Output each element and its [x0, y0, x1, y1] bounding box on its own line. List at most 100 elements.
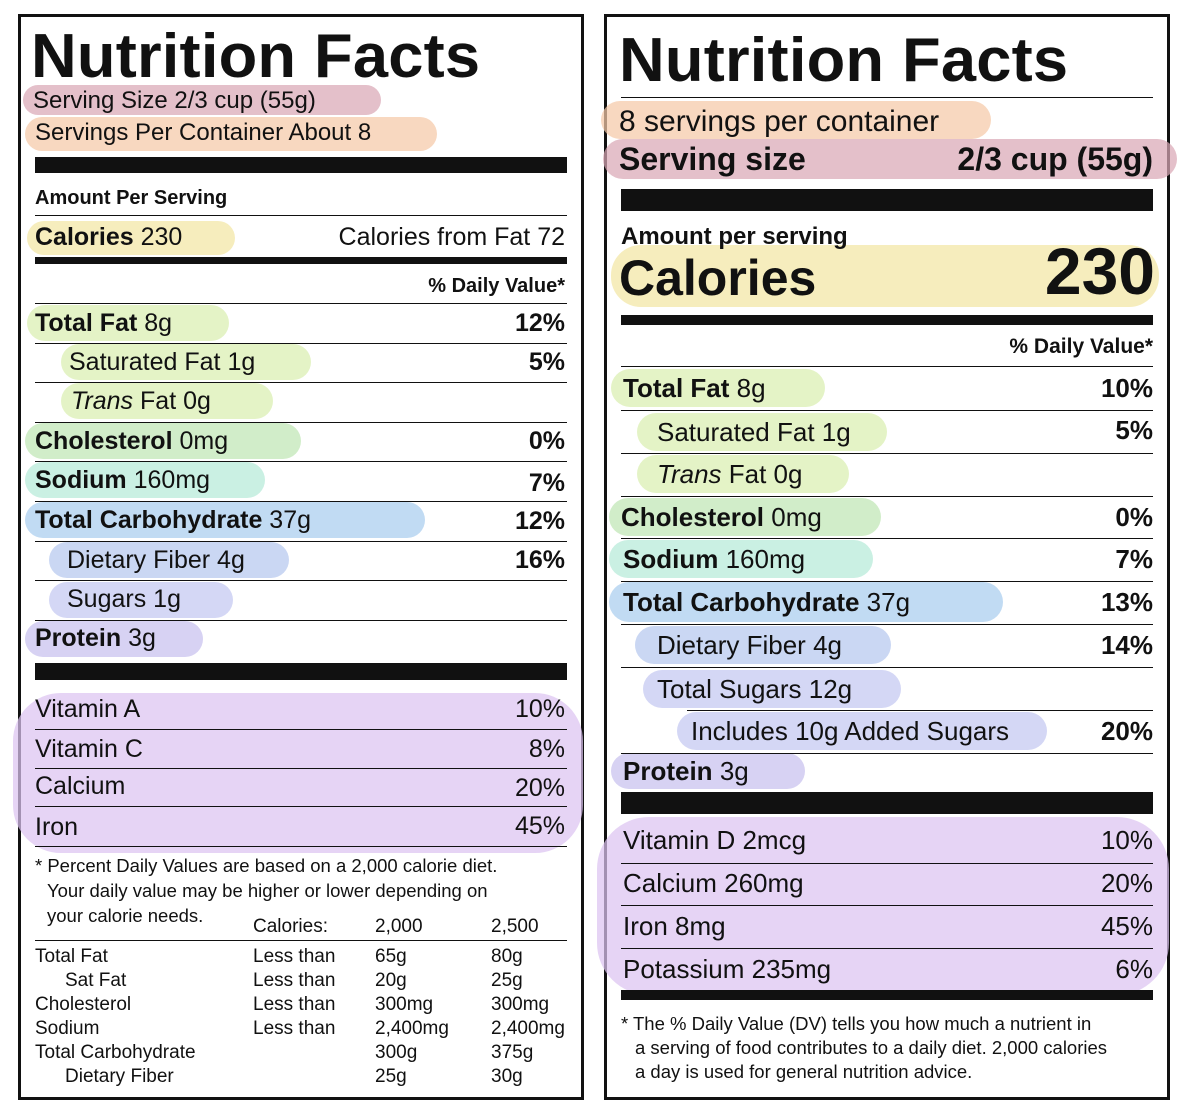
- footnote-table-cell: Less than: [253, 970, 336, 991]
- thin-rule: [621, 581, 1153, 582]
- footnote-table-cell: 30g: [491, 1066, 523, 1087]
- thin-rule: [35, 343, 567, 344]
- nutrient-row-sodium: Sodium 160mg: [623, 544, 806, 574]
- highlight-vitamins: [13, 693, 583, 853]
- dv-total-fat: 12%: [514, 309, 565, 337]
- amount-per-serving: Amount Per Serving: [35, 187, 228, 209]
- label-title: Nutrition Facts: [31, 22, 481, 91]
- thin-rule: [35, 461, 567, 462]
- highlight-dietary-fiber: [635, 626, 891, 664]
- thin-rule: [621, 905, 1153, 906]
- vitamin-row-iron: Iron 8mg: [623, 911, 726, 941]
- footnote-header-2500: 2,500: [491, 916, 539, 937]
- vitamin-row-calcium: Calcium 260mg: [623, 868, 804, 898]
- footnote-table-cell: Sodium: [35, 1018, 100, 1039]
- footnote-table-cell: 375g: [491, 1042, 534, 1063]
- daily-value-header: % Daily Value*: [1009, 335, 1153, 358]
- dv-vitamin-d: 10%: [1100, 825, 1153, 855]
- nutrient-row-cholesterol: Cholesterol 0mg: [621, 502, 822, 532]
- footnote-table-cell: 2,400mg: [375, 1018, 449, 1039]
- highlight-servings-per-container: [601, 101, 991, 139]
- calories-label: Calories: [35, 223, 134, 251]
- dv-total-fat: 10%: [1100, 373, 1153, 403]
- vitamin-row-vitamin-c: Vitamin C: [35, 735, 143, 763]
- thick-rule: [35, 663, 567, 680]
- footnote-line-1: * Percent Daily Values are based on a 2,…: [35, 855, 498, 876]
- thin-rule: [35, 768, 567, 769]
- thin-rule: [621, 410, 1153, 411]
- calories-from-fat: Calories from Fat 72: [338, 223, 565, 251]
- nutrient-row-saturated-fat: Saturated Fat 1g: [69, 348, 256, 376]
- dv-iron: 45%: [1100, 911, 1153, 941]
- dv-potassium: 6%: [1115, 954, 1153, 984]
- thin-rule: [621, 538, 1153, 539]
- highlight-added-sugars: [677, 712, 1047, 750]
- highlight-protein: [611, 753, 805, 789]
- thin-rule: [35, 303, 567, 304]
- dv-calcium: 20%: [514, 774, 565, 802]
- footnote-table-cell: Sat Fat: [65, 970, 127, 991]
- highlight-total-fat: [611, 369, 825, 407]
- thin-rule: [35, 501, 567, 502]
- dv-sodium: 7%: [1115, 544, 1153, 574]
- medium-rule: [621, 315, 1153, 325]
- nutrient-row-sugars: Sugars 1g: [67, 585, 181, 613]
- thin-rule: [35, 215, 567, 216]
- footnote-table-cell: 300g: [375, 1042, 418, 1063]
- footnote-table-cell: 65g: [375, 946, 407, 967]
- highlight-calories: [27, 221, 235, 255]
- calories-row: Calories 230: [35, 223, 182, 252]
- highlight-sugars: [49, 582, 233, 618]
- footnote-table-cell: 2,400mg: [491, 1018, 565, 1039]
- footnote-table-cell: Less than: [253, 1018, 336, 1039]
- nutrient-row-saturated-fat: Saturated Fat 1g: [657, 417, 851, 447]
- thin-rule: [621, 624, 1153, 625]
- servings-per-container: Servings Per Container About 8: [35, 119, 372, 146]
- highlight-serving-size: [603, 139, 1177, 179]
- thick-rule: [35, 157, 567, 173]
- thin-rule: [35, 620, 567, 621]
- highlight-cholesterol: [25, 423, 301, 459]
- footnote-table-cell: 80g: [491, 946, 523, 967]
- dv-vitamin-a: 10%: [514, 695, 565, 723]
- nutrient-row-total-fat: Total Fat 8g: [623, 373, 766, 403]
- nutrient-row-trans-fat: Trans Fat 0g: [657, 459, 803, 489]
- footnote-line-2: Your daily value may be higher or lower …: [47, 880, 488, 901]
- highlight-vitamins: [597, 817, 1169, 995]
- nutrient-row-protein: Protein 3g: [623, 756, 749, 786]
- nutrient-row-total-fat: Total Fat 8g: [35, 309, 173, 337]
- thin-rule: [687, 710, 1153, 711]
- servings-per-container: 8 servings per container: [619, 105, 940, 138]
- thin-rule: [621, 496, 1153, 497]
- calories-value: 230: [1044, 234, 1155, 308]
- highlight-trans-fat: [61, 383, 273, 419]
- highlight-cholesterol: [609, 498, 881, 536]
- footnote-table-cell: 20g: [375, 970, 407, 991]
- nutrient-row-dietary-fiber: Dietary Fiber 4g: [67, 546, 245, 574]
- thin-rule: [621, 863, 1153, 864]
- highlight-calories: [611, 245, 1159, 307]
- dv-total-carbohydrate: 12%: [514, 507, 565, 535]
- highlight-trans-fat: [637, 455, 849, 493]
- serving-size-value: 2/3 cup (55g): [957, 141, 1153, 177]
- footnote-table-cell: 25g: [375, 1066, 407, 1087]
- dv-saturated-fat: 5%: [528, 348, 565, 376]
- highlight-protein: [25, 621, 203, 657]
- nutrient-row-total-carbohydrate: Total Carbohydrate 37g: [623, 587, 911, 617]
- footnote-header-2000: 2,000: [375, 916, 423, 937]
- dv-cholesterol: 0%: [528, 427, 565, 455]
- dv-dietary-fiber: 14%: [1100, 630, 1153, 660]
- footnote-table-cell: 25g: [491, 970, 523, 991]
- vitamin-row-potassium: Potassium 235mg: [623, 954, 832, 984]
- nutrient-row-trans-fat: Trans Fat 0g: [71, 387, 211, 415]
- dv-added-sugars: 20%: [1100, 716, 1153, 746]
- nutrient-row-dietary-fiber: Dietary Fiber 4g: [657, 630, 842, 660]
- thin-rule: [35, 382, 567, 383]
- serving-size: Serving Size 2/3 cup (55g): [33, 87, 316, 114]
- footnote-table-cell: Less than: [253, 994, 336, 1015]
- thin-rule: [621, 667, 1153, 668]
- highlight-total-carbohydrate: [25, 502, 425, 538]
- highlight-saturated-fat: [61, 344, 311, 380]
- highlight-total-carbohydrate: [609, 582, 1003, 622]
- dv-saturated-fat: 5%: [1115, 415, 1153, 445]
